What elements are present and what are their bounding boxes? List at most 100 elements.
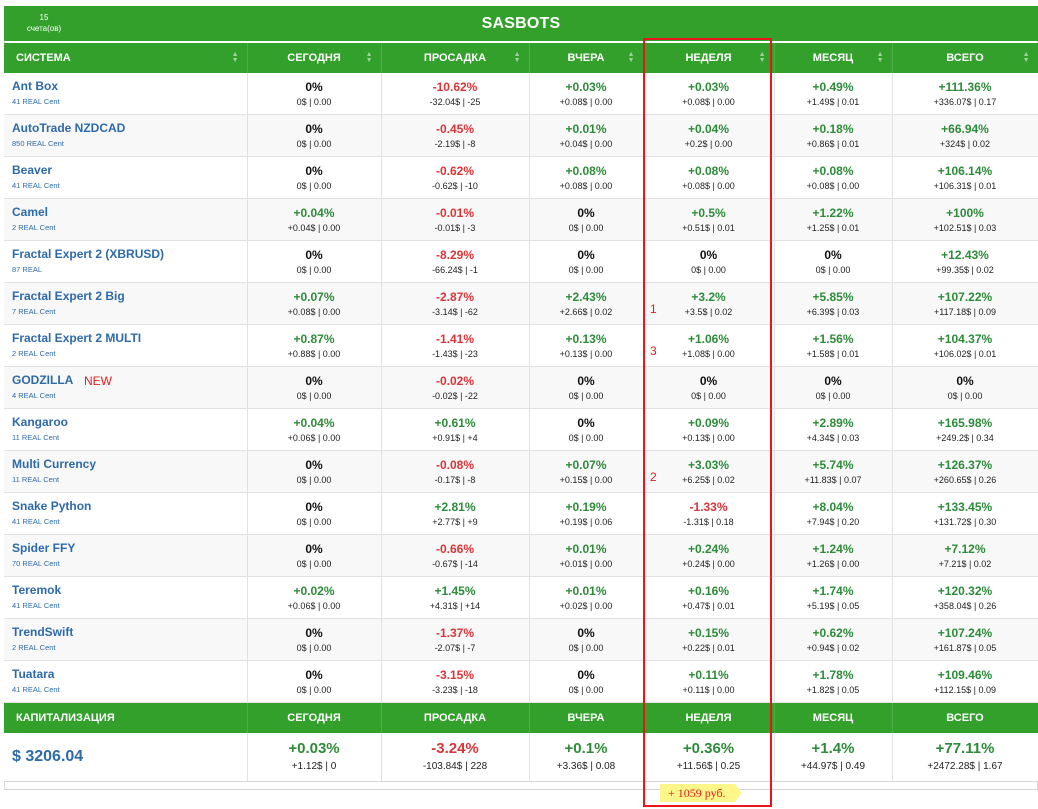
percent-value: 0% [305,163,323,178]
amount-value: 0$ | 0.00 [296,474,332,485]
system-account-type: 87 REAL [12,265,43,274]
table-row: Snake Python 41 REAL Cent 0% 0$ | 0.00 +2.81… [4,492,1038,535]
cell-drawdown: -1.37% -2.07$ | -7 [381,618,530,661]
percent-value: -2.87% [435,289,475,304]
percent-value: 0% [305,79,323,94]
amount-value: +0.19$ | 0.06 [559,516,613,527]
system-cell: Fractal Expert 2 Big 7 REAL Cent [4,282,248,325]
column-header-drawdown[interactable]: ПРОСАДКА ▲ ▼ [381,43,530,73]
cell-week: +0.11% +0.11$ | 0.00 [643,660,775,703]
system-name-link[interactable]: AutoTrade NZDCAD [12,121,126,135]
amount-value: 0$ | 0.00 [568,264,604,275]
column-header-week[interactable]: НЕДЕЛЯ ▲ ▼ [643,43,775,73]
percent-value: 0% [305,499,323,514]
amount-value: 0$ | 0.00 [568,222,604,233]
percent-value: -8.29% [435,247,475,262]
percent-value: +0.49% [812,79,854,94]
amount-value: 0$ | 0.00 [691,390,726,401]
amount-value: +131.72$ | 0.30 [933,516,997,527]
system-name-link[interactable]: Spider FFY [12,541,76,555]
cell-drawdown: +2.81% +2.77$ | +9 [381,492,530,535]
cell-week: +0.15% +0.22$ | 0.01 [643,618,775,661]
cell-drawdown: -0.01% -0.01$ | -3 [381,198,530,241]
amount-value: +6.25$ | 0.02 [682,474,735,485]
percent-value: +106.14% [937,163,993,178]
cell-yesterday: +0.19% +0.19$ | 0.06 [529,492,644,535]
sort-arrows-icon[interactable]: ▲ ▼ [1022,51,1030,64]
amount-value: +0.02$ | 0.00 [559,600,613,611]
cell-month: +1.24% +1.26$ | 0.00 [774,534,893,577]
percent-value: -1.33% [689,499,728,514]
amount-value: +0.08$ | 0.00 [806,180,860,191]
cell-yesterday: 0% 0$ | 0.00 [529,240,644,283]
amount-value: -2.19$ | -8 [434,138,476,149]
column-header-total[interactable]: ВСЕГО ▲ ▼ [892,43,1038,73]
system-name-link[interactable]: Beaver [12,163,53,177]
system-name-link[interactable]: Fractal Expert 2 (XBRUSD) [12,247,165,261]
footer-header-drawdown: ПРОСАДКА [381,702,530,733]
percent-value: +0.15% [687,625,730,640]
amount-value: +0.13$ | 0.00 [682,432,735,443]
footer-header-month: МЕСЯЦ [774,702,893,733]
system-name-link[interactable]: Snake Python [12,499,92,513]
system-name-link[interactable]: Fractal Expert 2 MULTI [12,331,142,345]
amount-value: +0.08$ | 0.00 [559,180,613,191]
amount-value: +336.07$ | 0.17 [933,96,997,107]
percent-value: 0% [577,415,595,430]
percent-value: +2.81% [434,499,476,514]
sort-arrows-icon[interactable]: ▲ ▼ [876,51,884,64]
system-name-link[interactable]: Ant Box [12,79,58,93]
system-cell: TrendSwift 2 REAL Cent [4,618,248,661]
system-name-link[interactable]: TrendSwift [12,625,74,639]
amount-value: +0.2$ | 0.00 [684,138,733,149]
sort-arrows-icon[interactable]: ▲ ▼ [758,51,766,64]
cell-week: 0% 0$ | 0.00 [643,366,775,409]
amount-value: 0$ | 0.00 [296,684,332,695]
amount-value: +249.2$ | 0.34 [936,432,994,443]
column-header-yesterday[interactable]: ВЧЕРА ▲ ▼ [529,43,644,73]
sort-arrows-icon[interactable]: ▲ ▼ [365,51,373,64]
sort-arrows-icon[interactable]: ▲ ▼ [627,51,635,64]
amount-value: +99.35$ | 0.02 [936,264,994,275]
system-name-link[interactable]: Teremok [12,583,62,597]
cell-drawdown: -0.08% -0.17$ | -8 [381,450,530,493]
system-name-link[interactable]: Camel [12,205,49,219]
column-header-label: МЕСЯЦ [812,52,854,64]
percent-value: +0.5% [691,205,726,220]
amount-value: -3.23$ | -18 [432,684,478,695]
system-name-link[interactable]: Multi Currency [12,457,97,471]
column-header-system[interactable]: СИСТЕМА ▲ ▼ [4,43,248,73]
column-header-month[interactable]: МЕСЯЦ ▲ ▼ [774,43,893,73]
sort-arrows-icon[interactable]: ▲ ▼ [231,51,239,64]
system-account-type: 7 REAL Cent [12,307,56,316]
total-total: +77.11% +2472.28$ | 1.67 [892,733,1038,782]
percent-value: +3.03% [687,457,730,472]
total-percent: +0.1% [564,740,608,757]
column-header-today[interactable]: СЕГОДНЯ ▲ ▼ [247,43,382,73]
amount-value: -1.31$ | 0.18 [683,516,734,527]
total-amount: +1.12$ | 0 [291,761,337,772]
cell-drawdown: -0.66% -0.67$ | -14 [381,534,530,577]
system-name-link[interactable]: Kangaroo [12,415,69,429]
amount-value: -1.43$ | -23 [432,348,478,359]
cell-total: +7.12% +7.21$ | 0.02 [892,534,1038,577]
amount-value: 0$ | 0.00 [815,264,851,275]
cell-today: 0% 0$ | 0.00 [247,618,382,661]
system-account-type: 41 REAL Cent [12,685,60,694]
system-name-link[interactable]: GODZILLA [12,373,74,387]
system-name-link[interactable]: Tuatara [12,667,55,681]
percent-value: +0.07% [293,289,335,304]
cell-month: +5.85% +6.39$ | 0.03 [774,282,893,325]
sort-arrows-icon[interactable]: ▲ ▼ [513,51,521,64]
total-amount: +11.56$ | 0.25 [676,761,741,772]
amount-value: +102.51$ | 0.03 [933,222,997,233]
system-cell: Camel 2 REAL Cent [4,198,248,241]
percent-value: 0% [824,373,842,388]
cell-month: +1.56% +1.58$ | 0.01 [774,324,893,367]
percent-value: +1.45% [434,583,476,598]
system-name-link[interactable]: Fractal Expert 2 Big [12,289,125,303]
percent-value: +0.01% [565,583,607,598]
cell-drawdown: -0.62% -0.62$ | -10 [381,156,530,199]
handwritten-rank-mark: 2 [650,470,657,484]
percent-value: +107.24% [937,625,993,640]
